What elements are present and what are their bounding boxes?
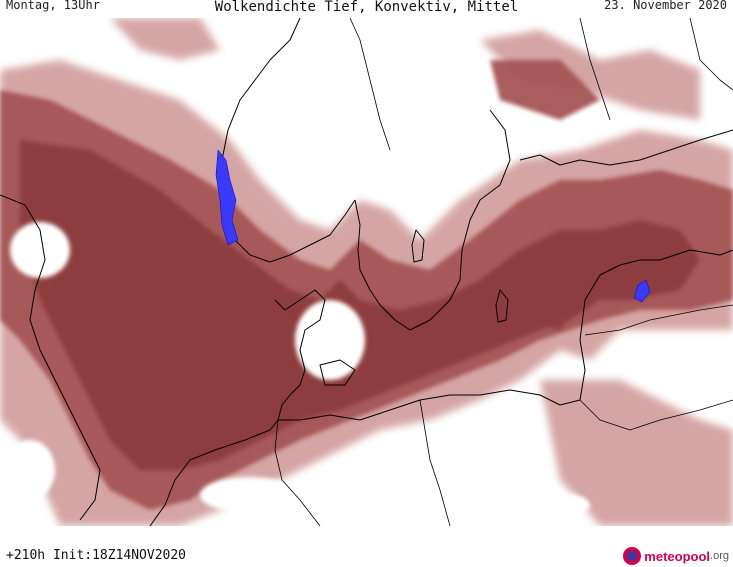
brand-name: meteopool — [644, 548, 711, 564]
map-footer: +210h Init:18Z14NOV2020 meteopool .org — [0, 526, 733, 566]
map-title: Wolkendichte Tief, Konvektiv, Mittel — [214, 0, 519, 15]
coastlines — [0, 18, 733, 526]
clear-areas — [5, 222, 590, 520]
meteopool-logo[interactable]: meteopool .org — [623, 545, 729, 567]
cloud-density-map — [0, 18, 733, 526]
forecast-date: 23. November 2020 — [604, 0, 727, 12]
cloud-layer-dark — [20, 140, 700, 470]
model-run-info: +210h Init:18Z14NOV2020 — [6, 548, 187, 563]
map-header: Montag, 13Uhr Wolkendichte Tief, Konvekt… — [0, 0, 733, 18]
brand-tld: .org — [710, 550, 729, 562]
meteopool-logo-icon — [623, 547, 642, 565]
forecast-time: Montag, 13Uhr — [6, 0, 100, 12]
water-highlights — [215, 149, 651, 303]
